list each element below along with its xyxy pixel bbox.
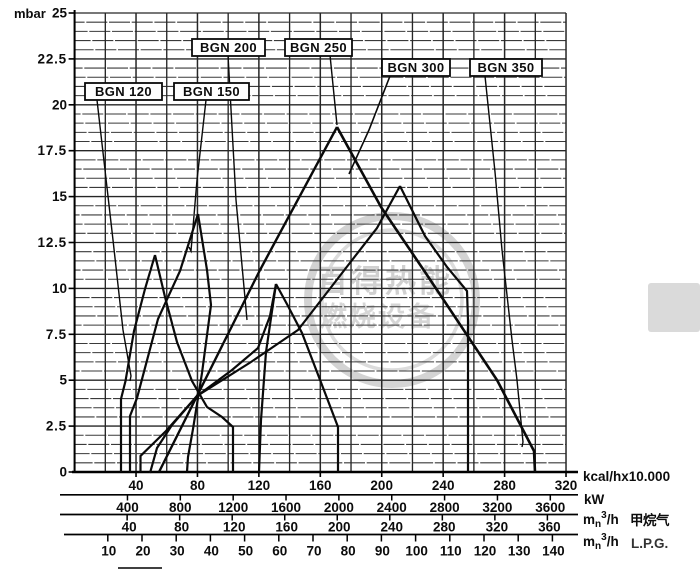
svg-text:800: 800 — [169, 500, 192, 515]
svg-text:17.5: 17.5 — [38, 143, 67, 158]
svg-text:240: 240 — [381, 520, 404, 535]
svg-text:BGN 120: BGN 120 — [95, 84, 152, 99]
svg-text:10: 10 — [52, 281, 67, 296]
svg-text:30: 30 — [170, 544, 185, 559]
svg-text:5: 5 — [59, 373, 67, 388]
svg-text:200: 200 — [370, 478, 393, 493]
svg-text:320: 320 — [486, 520, 509, 535]
svg-text:60: 60 — [272, 544, 287, 559]
svg-text:L.P.G.: L.P.G. — [631, 536, 668, 551]
svg-text:120: 120 — [223, 520, 246, 535]
svg-text:甲烷气: 甲烷气 — [630, 512, 670, 528]
svg-text:240: 240 — [432, 478, 455, 493]
svg-text:120: 120 — [248, 478, 271, 493]
svg-text:2000: 2000 — [324, 500, 354, 515]
svg-text:160: 160 — [309, 478, 332, 493]
svg-text:40: 40 — [128, 478, 143, 493]
svg-text:3200: 3200 — [482, 500, 512, 515]
svg-text:20: 20 — [135, 544, 150, 559]
svg-text:10: 10 — [101, 544, 116, 559]
svg-text:BGN 250: BGN 250 — [290, 40, 347, 55]
svg-text:1600: 1600 — [271, 500, 301, 515]
svg-text:40: 40 — [122, 520, 137, 535]
svg-text:1200: 1200 — [218, 500, 248, 515]
svg-text:2800: 2800 — [430, 500, 460, 515]
svg-text:280: 280 — [433, 520, 456, 535]
svg-text:BGN 150: BGN 150 — [183, 84, 240, 99]
svg-text:2400: 2400 — [377, 500, 407, 515]
svg-text:mn3/h: mn3/h — [583, 532, 619, 552]
svg-text:80: 80 — [341, 544, 356, 559]
svg-text:0: 0 — [59, 465, 67, 480]
svg-text:90: 90 — [375, 544, 390, 559]
svg-text:130: 130 — [508, 544, 531, 559]
svg-text:BGN 200: BGN 200 — [200, 40, 257, 55]
svg-text:3600: 3600 — [535, 500, 565, 515]
svg-text:80: 80 — [190, 478, 205, 493]
svg-text:25: 25 — [52, 6, 68, 21]
svg-text:100: 100 — [405, 544, 428, 559]
svg-text:2.5: 2.5 — [46, 419, 67, 434]
svg-text:360: 360 — [538, 520, 561, 535]
svg-text:200: 200 — [328, 520, 351, 535]
svg-text:70: 70 — [306, 544, 321, 559]
svg-text:280: 280 — [493, 478, 516, 493]
svg-text:80: 80 — [174, 520, 189, 535]
svg-text:320: 320 — [555, 478, 578, 493]
svg-text:20: 20 — [52, 97, 67, 112]
svg-text:110: 110 — [440, 544, 462, 559]
svg-text:BGN 350: BGN 350 — [478, 60, 535, 75]
svg-text:22.5: 22.5 — [38, 51, 67, 66]
svg-text:BGN 300: BGN 300 — [388, 60, 445, 75]
svg-text:40: 40 — [204, 544, 219, 559]
svg-text:kcal/hx10.000: kcal/hx10.000 — [583, 469, 670, 484]
svg-text:120: 120 — [474, 544, 497, 559]
svg-text:kW: kW — [584, 492, 605, 507]
svg-text:140: 140 — [542, 544, 565, 559]
svg-text:mn3/h: mn3/h — [583, 510, 619, 530]
svg-text:50: 50 — [238, 544, 253, 559]
svg-text:15: 15 — [52, 189, 68, 204]
svg-text:7.5: 7.5 — [46, 327, 67, 342]
svg-text:160: 160 — [275, 520, 298, 535]
svg-text:mbar: mbar — [14, 6, 46, 21]
svg-text:400: 400 — [116, 500, 139, 515]
svg-text:12.5: 12.5 — [38, 235, 67, 250]
